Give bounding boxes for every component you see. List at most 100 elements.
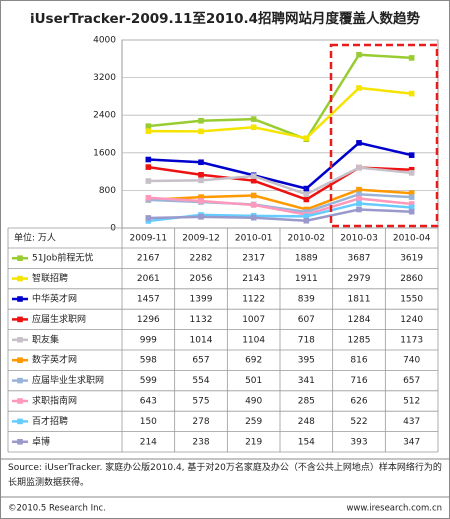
- table-cell: 154: [298, 437, 315, 447]
- y-tick-label: 4000: [93, 36, 116, 46]
- table-cell: 598: [140, 356, 157, 366]
- point-marker: [303, 196, 310, 203]
- point-marker: [303, 191, 310, 198]
- table-cell: 999: [140, 335, 157, 345]
- legend-marker: [17, 255, 23, 261]
- series-line: [148, 208, 412, 223]
- table-cell: 2860: [400, 274, 423, 284]
- point-marker: [145, 215, 152, 221]
- table-cell: 1132: [190, 315, 213, 325]
- table-cell: 1911: [295, 274, 318, 284]
- legend-marker: [17, 439, 23, 445]
- legend-marker: [17, 296, 23, 302]
- point-marker: [303, 185, 310, 192]
- table-cell: 2056: [190, 274, 213, 284]
- point-marker: [145, 156, 152, 163]
- point-marker: [145, 128, 152, 134]
- table-cell: 3687: [348, 254, 371, 264]
- x-tick-label: 2010-01: [235, 234, 273, 244]
- table-cell: 1550: [400, 295, 423, 305]
- series-line: [148, 86, 412, 140]
- point-marker: [145, 194, 152, 201]
- legend-marker: [17, 357, 23, 363]
- table-cell: 1284: [348, 315, 371, 325]
- table-cell: 839: [298, 295, 315, 305]
- legend-label: 百才招聘: [32, 415, 68, 427]
- table-cell: 501: [245, 376, 262, 386]
- table-cell: 716: [350, 376, 367, 386]
- legend-label: 数字英才网: [32, 354, 77, 366]
- point-marker: [198, 214, 204, 220]
- table-cell: 1240: [400, 315, 423, 325]
- series-line: [148, 141, 412, 190]
- x-tick-label: 2009-12: [182, 234, 220, 244]
- point-marker: [356, 200, 362, 207]
- table-cell: 2979: [348, 274, 371, 284]
- x-tick-label: 2010-03: [340, 234, 378, 244]
- series-line: [148, 53, 412, 141]
- table-cell: 341: [298, 376, 315, 386]
- legend-label: 卓博: [32, 435, 50, 447]
- table-cell: 575: [192, 397, 209, 407]
- table-cell: 2317: [242, 254, 265, 264]
- legend-marker: [17, 418, 23, 425]
- point-marker: [250, 214, 257, 221]
- point-marker: [145, 218, 152, 224]
- point-marker: [303, 217, 310, 224]
- table-cell: 1104: [242, 335, 265, 345]
- point-marker: [303, 135, 310, 141]
- table-cell: 2282: [190, 254, 213, 264]
- legend-label: 中华英才网: [32, 293, 77, 305]
- point-marker: [198, 198, 204, 204]
- table-cell: 490: [245, 397, 262, 407]
- table-cell: 643: [140, 397, 157, 407]
- point-marker: [408, 55, 415, 61]
- source-box: Source: iUserTracker. 家庭办公版2010.4, 基于对20…: [8, 463, 442, 488]
- table-cell: 554: [192, 376, 209, 386]
- point-marker: [408, 194, 415, 200]
- point-marker: [408, 201, 415, 207]
- point-marker: [356, 186, 362, 193]
- chart-body: 0 800 1600 2400 3200 4000 单位: 万人 2009-11 2009-12…: [7, 36, 439, 453]
- series-line: [148, 188, 412, 211]
- table-cell: 437: [403, 417, 420, 427]
- point-marker: [408, 204, 415, 211]
- legend-marker: [17, 316, 23, 323]
- chart-title: iUserTracker-2009.11至2010.4招聘网站月度覆盖人数趋势: [30, 10, 421, 27]
- table-cell: 2061: [137, 274, 160, 284]
- point-marker: [356, 206, 362, 213]
- table-cell: 285: [298, 397, 315, 407]
- table-cell: 278: [192, 417, 209, 427]
- source-text: Source: iUserTracker. 家庭办公版2010.4, 基于对20…: [8, 463, 442, 488]
- table-cell: 1173: [400, 335, 423, 345]
- series-line: [148, 166, 412, 196]
- table-cell: 214: [140, 437, 157, 447]
- table-cell: 1811: [348, 295, 371, 305]
- unit-label: 单位: 万人: [14, 232, 56, 244]
- table-cell: 259: [245, 417, 262, 427]
- y-tick-label: 1600: [93, 148, 116, 158]
- table-cell: 347: [403, 437, 420, 447]
- point-marker: [356, 191, 362, 198]
- x-tick-label: 2010-04: [393, 234, 431, 244]
- table-cell: 1122: [242, 295, 265, 305]
- point-marker: [356, 85, 362, 91]
- point-marker: [198, 117, 204, 124]
- point-marker: [356, 140, 362, 146]
- point-marker: [356, 164, 362, 171]
- point-marker: [408, 170, 415, 176]
- copyright: ©2010.5 Research Inc.: [8, 504, 106, 514]
- legend-label: 51Job前程无忧: [32, 252, 93, 264]
- point-marker: [250, 177, 257, 184]
- table-cell: 657: [192, 356, 209, 366]
- table-cell: 248: [298, 417, 315, 427]
- point-marker: [356, 51, 362, 58]
- series-line: [148, 196, 412, 216]
- table-cell: 395: [298, 356, 315, 366]
- point-marker: [408, 152, 415, 158]
- legend-label: 应届毕业生求职网: [32, 374, 104, 386]
- point-marker: [198, 194, 204, 200]
- point-marker: [408, 90, 415, 97]
